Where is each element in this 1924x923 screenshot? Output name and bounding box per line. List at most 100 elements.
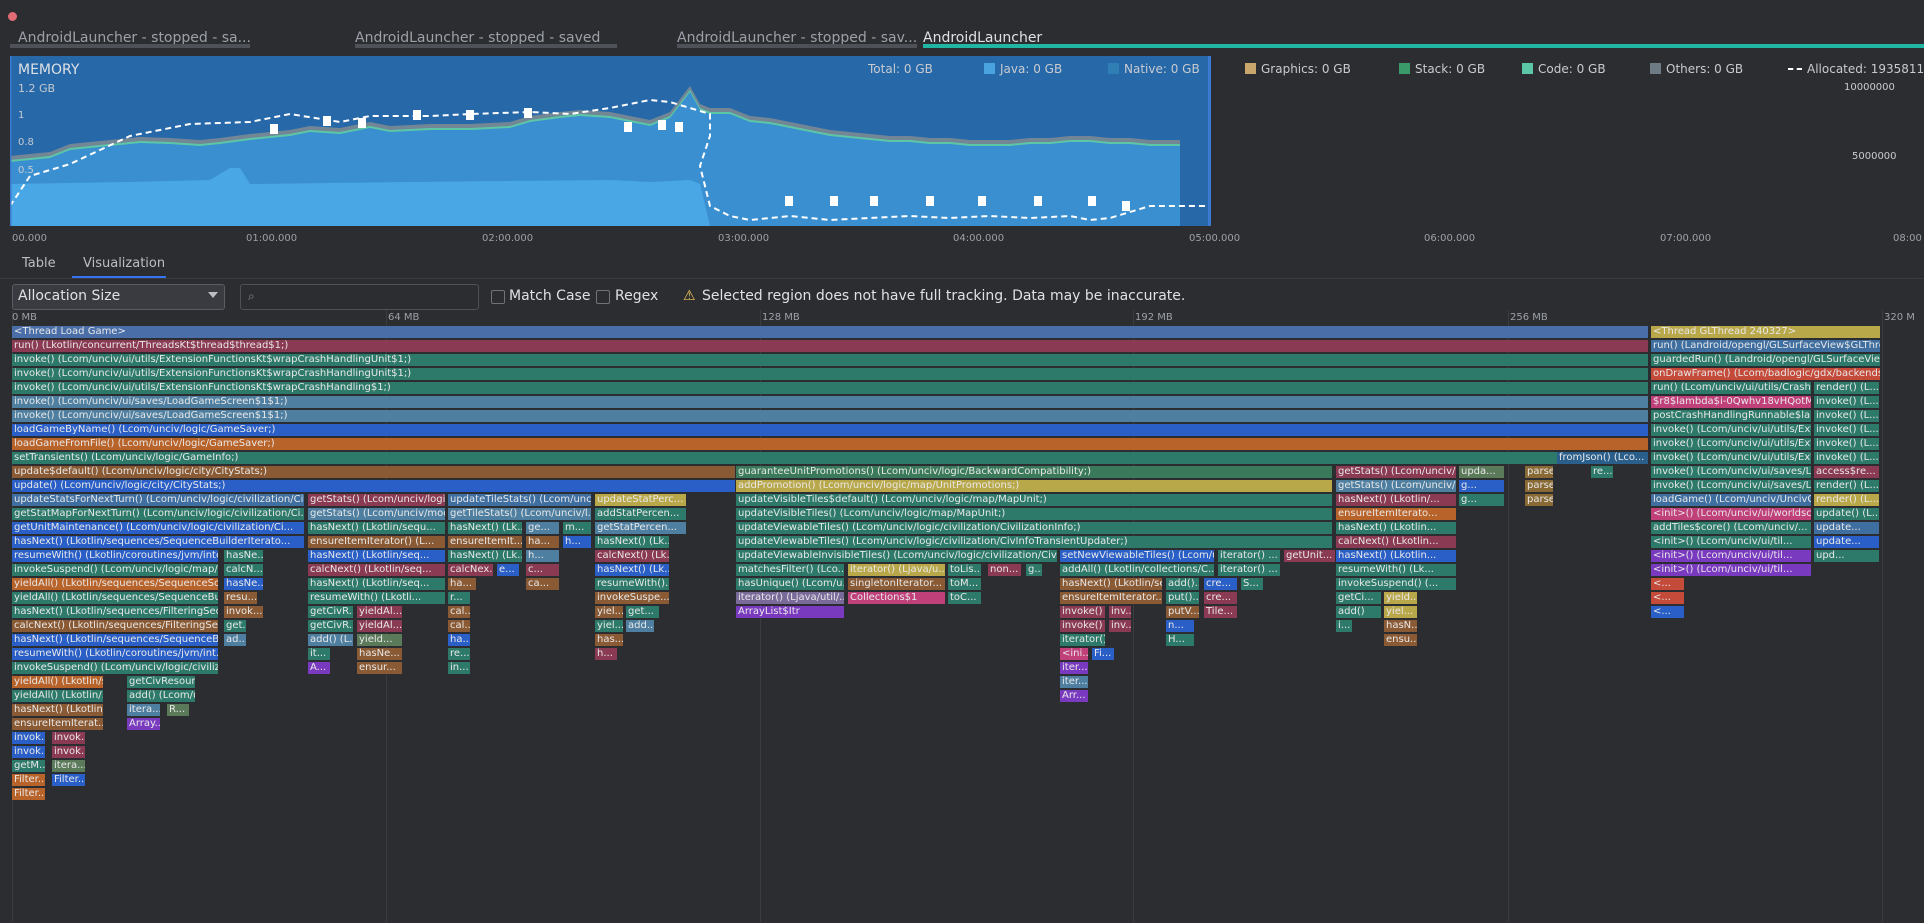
flame-frame[interactable]: invok... bbox=[52, 732, 86, 744]
flame-frame[interactable]: setNewViewableTiles() (Lcom/u... bbox=[1060, 550, 1215, 562]
flame-frame[interactable]: getCi... bbox=[1336, 592, 1382, 604]
flame-frame[interactable]: hasUnique() (Lcom/u... bbox=[736, 578, 845, 590]
flame-frame[interactable]: update... bbox=[1814, 536, 1880, 548]
flame-frame[interactable]: in... bbox=[448, 662, 471, 674]
flame-frame[interactable]: hasNext() (Lkotlin/... bbox=[12, 704, 104, 716]
flame-frame[interactable]: render() (L... bbox=[1814, 382, 1880, 394]
flame-frame[interactable]: H... bbox=[1166, 634, 1195, 646]
flame-frame[interactable]: <ini... bbox=[1060, 648, 1089, 660]
flame-frame[interactable]: invoke() (Lcom/unciv/ui/saves/Lo... bbox=[1651, 466, 1812, 478]
flame-frame[interactable]: calcN... bbox=[224, 564, 264, 576]
flame-frame[interactable]: non... bbox=[988, 564, 1022, 576]
flame-frame[interactable]: ensureItemIterator() (L... bbox=[308, 536, 446, 548]
flame-frame[interactable]: yiel... bbox=[1384, 606, 1418, 618]
flame-frame[interactable]: Filter... bbox=[12, 788, 46, 800]
session-tab-3[interactable]: AndroidLauncher - stopped - sav... bbox=[677, 30, 918, 46]
flame-frame[interactable]: hasNext() (Lkotlin... bbox=[1336, 522, 1457, 534]
flame-frame[interactable]: invoke() (Lcom/unciv/ui/saves/LoadGameSc… bbox=[12, 396, 1649, 408]
flame-frame[interactable]: get... bbox=[224, 620, 247, 632]
flame-frame[interactable]: add... bbox=[626, 620, 655, 632]
flame-frame[interactable]: getUnit... bbox=[1284, 550, 1336, 562]
match-case-checkbox[interactable] bbox=[491, 290, 505, 304]
flame-frame[interactable]: loadGameFromFile() (Lcom/unciv/logic/Gam… bbox=[12, 438, 1649, 450]
flame-frame[interactable]: calcNext() (Lkotlin/seq... bbox=[308, 564, 446, 576]
flame-frame[interactable]: invoke() (... bbox=[1060, 606, 1106, 618]
flame-frame[interactable]: addAll() (Lkotlin/collections/C... bbox=[1060, 564, 1215, 576]
flame-frame[interactable]: yieldAl... bbox=[357, 620, 403, 632]
flame-frame[interactable]: parse() (Lc... bbox=[1525, 480, 1554, 492]
flame-frame[interactable]: Arr... bbox=[1060, 690, 1089, 702]
flame-frame[interactable]: add() (L... bbox=[308, 634, 354, 646]
flame-frame[interactable]: g... bbox=[1026, 564, 1043, 576]
flame-frame[interactable]: updateStatsForNextTurn() (Lcom/unciv/log… bbox=[12, 494, 305, 506]
flame-frame[interactable]: iterator()... bbox=[1060, 634, 1106, 646]
flame-frame[interactable]: addStatPercen... bbox=[595, 508, 687, 520]
flame-frame[interactable]: m... bbox=[563, 522, 592, 534]
flame-frame[interactable]: toC... bbox=[948, 592, 982, 604]
flame-frame[interactable]: r... bbox=[448, 592, 471, 604]
flame-frame[interactable]: ensureItemIterat... bbox=[12, 718, 104, 730]
flame-frame[interactable]: parse() (Lc... bbox=[1525, 466, 1554, 478]
flame-frame[interactable]: ha... bbox=[526, 536, 560, 548]
flame-frame[interactable]: getCivR... bbox=[308, 620, 354, 632]
flame-frame[interactable]: invoke() (Lcom/unciv/ui/utils/Ext... bbox=[1651, 438, 1812, 450]
flame-frame[interactable]: hasNext() (Lkotlin/... bbox=[1336, 494, 1457, 506]
flame-frame[interactable]: <init>() (Lcom/unciv/ui/worldscr... bbox=[1651, 508, 1812, 520]
flame-frame[interactable]: ensureItemIterator... bbox=[1060, 592, 1163, 604]
flame-frame[interactable]: yield... bbox=[1384, 592, 1418, 604]
flame-frame[interactable]: add() bbox=[1336, 606, 1382, 618]
flame-frame[interactable]: hasNext() (Lk... bbox=[448, 550, 523, 562]
flame-frame[interactable]: invoke() (L... bbox=[1814, 410, 1880, 422]
flame-frame[interactable]: postCrashHandlingRunnable$la... bbox=[1651, 410, 1812, 422]
flame-frame[interactable]: hasNext() (Lkotlin... bbox=[1336, 550, 1457, 562]
flame-frame[interactable]: invokeSuspe... bbox=[595, 592, 670, 604]
flame-frame[interactable]: S... bbox=[1241, 578, 1264, 590]
flame-frame[interactable]: getStats() (Lcom/unciv/... bbox=[1336, 466, 1457, 478]
flame-frame[interactable]: upd... bbox=[1814, 550, 1880, 562]
flame-frame[interactable]: calcNext() (Lkotlin/sequences/FilteringS… bbox=[12, 620, 219, 632]
flame-frame[interactable]: hasNext() (Lkotlin/sequ... bbox=[308, 522, 446, 534]
flame-frame[interactable]: <init>() (Lcom/unciv/ui/til... bbox=[1651, 550, 1812, 562]
flame-frame[interactable]: iterator() ... bbox=[1218, 564, 1281, 576]
flame-frame[interactable]: yield... bbox=[357, 634, 403, 646]
flame-frame[interactable]: invoke() (L... bbox=[1814, 452, 1880, 464]
flame-frame[interactable]: add() (Lcom/u... bbox=[127, 690, 196, 702]
flame-frame[interactable]: Filter... bbox=[52, 774, 86, 786]
flame-frame[interactable]: R... bbox=[167, 704, 190, 716]
search-input[interactable] bbox=[240, 284, 479, 310]
flame-frame[interactable]: ha... bbox=[448, 634, 471, 646]
flame-frame[interactable]: re... bbox=[448, 648, 471, 660]
flame-frame[interactable]: inv... bbox=[1109, 620, 1132, 632]
flame-frame[interactable]: <Thread GLThread 240327> bbox=[1651, 326, 1881, 338]
flame-frame[interactable]: hasNext() (Lkotlin/sequences/SequenceBui… bbox=[12, 536, 305, 548]
flame-frame[interactable]: invokeSuspend() (Lcom/unciv/logic/map/Ma… bbox=[12, 564, 219, 576]
flame-frame[interactable]: update() (L... bbox=[1814, 508, 1880, 520]
flame-frame[interactable]: <init>() (Lcom/unciv/ui/til... bbox=[1651, 536, 1812, 548]
flame-frame[interactable]: ha... bbox=[448, 578, 477, 590]
flame-frame[interactable]: updateVisibleTiles$default() (Lcom/unciv… bbox=[736, 494, 1333, 506]
flame-frame[interactable]: resumeWith() (Lkotlin/coroutines/jvm/int… bbox=[12, 550, 219, 562]
flame-frame[interactable]: resumeWith()... bbox=[595, 578, 670, 590]
flame-frame[interactable]: updateViewableTiles() (Lcom/unciv/logic/… bbox=[736, 522, 1333, 534]
flame-frame[interactable]: getStats() (Lcom/unciv/logic... bbox=[308, 494, 446, 506]
flame-frame[interactable]: invok... bbox=[12, 732, 46, 744]
flame-frame[interactable]: iter... bbox=[1060, 676, 1089, 688]
flame-frame[interactable]: run() (Lcom/unciv/ui/utils/Crash... bbox=[1651, 382, 1812, 394]
session-tab-2[interactable]: AndroidLauncher - stopped - saved bbox=[355, 30, 601, 46]
flame-frame[interactable]: getCivR... bbox=[308, 606, 354, 618]
flame-frame[interactable]: invok... bbox=[52, 746, 86, 758]
flame-frame[interactable]: re... bbox=[1591, 466, 1614, 478]
flame-frame[interactable]: ad... bbox=[224, 634, 247, 646]
flame-frame[interactable]: guaranteeUnitPromotions() (Lcom/unciv/lo… bbox=[736, 466, 1333, 478]
flame-frame[interactable]: ensureItemIterato... bbox=[1336, 508, 1457, 520]
flame-frame[interactable]: getStatMapForNextTurn() (Lcom/unciv/logi… bbox=[12, 508, 305, 520]
flame-frame[interactable]: <... bbox=[1651, 606, 1685, 618]
flame-frame[interactable]: updateVisibleTiles() (Lcom/unciv/logic/m… bbox=[736, 508, 1333, 520]
flame-frame[interactable]: resu... bbox=[224, 592, 258, 604]
flame-frame[interactable]: hasN... bbox=[1384, 620, 1418, 632]
flame-frame[interactable]: updateViewableInvisibleTiles() (Lcom/unc… bbox=[736, 550, 1058, 562]
flame-frame[interactable]: resumeWith() (Lkotlin/coroutines/jvm/int… bbox=[12, 648, 219, 660]
flame-frame[interactable]: $r8$lambda$i-0Qwhv18vHQotM... bbox=[1651, 396, 1812, 408]
flame-frame[interactable]: invoke() (L... bbox=[1814, 438, 1880, 450]
selection-right-edge[interactable] bbox=[1208, 56, 1211, 226]
